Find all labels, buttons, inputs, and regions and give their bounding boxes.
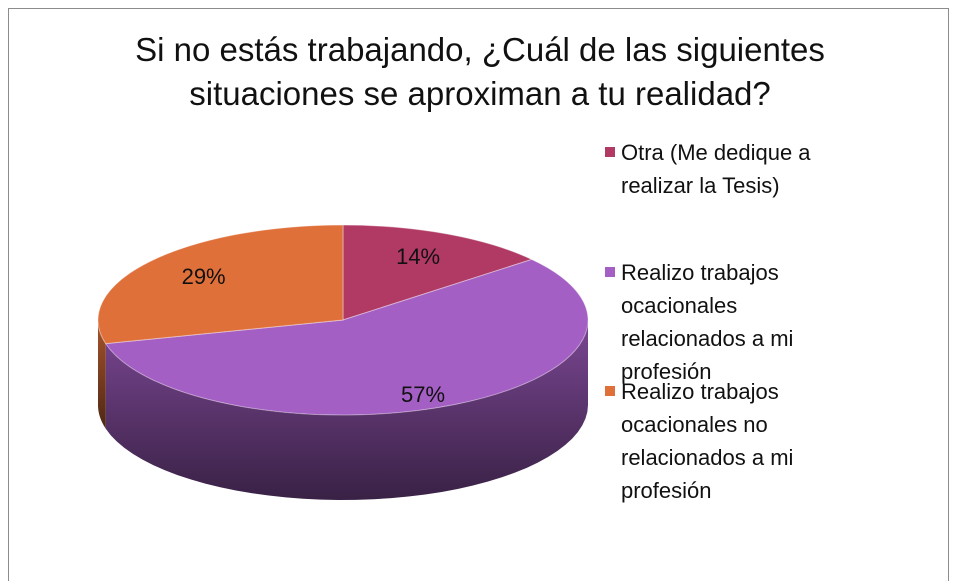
legend-label: Realizo trabajos ocacionales relacionado… xyxy=(621,260,794,384)
slice-side xyxy=(105,320,588,500)
data-label: 57% xyxy=(401,382,445,407)
data-label: 14% xyxy=(396,244,440,269)
slice-side xyxy=(98,320,106,429)
data-label: 29% xyxy=(182,264,226,289)
legend-swatch xyxy=(605,147,615,157)
legend-entry: Realizo trabajos ocacionales relacionado… xyxy=(605,256,867,388)
slice xyxy=(342,224,534,321)
legend-label: Otra (Me dedique a realizar la Tesis) xyxy=(621,140,811,198)
legend-swatch xyxy=(605,267,615,277)
slice xyxy=(97,224,344,345)
legend-swatch xyxy=(605,386,615,396)
legend-label: Realizo trabajos ocacionales no relacion… xyxy=(621,379,794,503)
legend-entry: Realizo trabajos ocacionales no relacion… xyxy=(605,375,867,507)
slice xyxy=(104,258,589,416)
chart-title: Si no estás trabajando, ¿Cuál de las sig… xyxy=(135,31,825,112)
chart-frame xyxy=(8,8,949,581)
legend-entry: Otra (Me dedique a realizar la Tesis) xyxy=(605,136,867,202)
